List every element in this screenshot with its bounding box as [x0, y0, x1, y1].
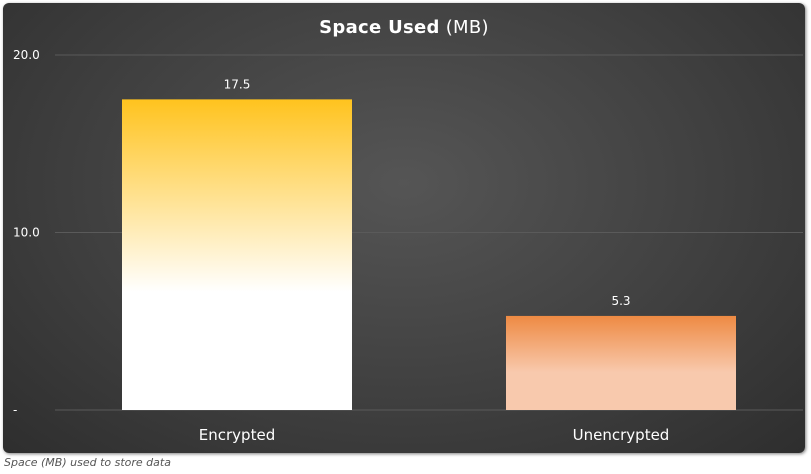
data-label: 5.3: [611, 294, 630, 308]
bars: [122, 99, 736, 410]
x-tick-label: Encrypted: [199, 426, 275, 444]
chart-title-unit: (MB): [445, 17, 489, 38]
data-labels: 17.5 5.3: [224, 77, 631, 308]
x-tick-label: Unencrypted: [573, 426, 670, 444]
data-label: 17.5: [224, 77, 251, 91]
chart-frame: Space Used (MB) - 10.0 20.0 17.5 5.3 Encryp…: [3, 3, 805, 453]
chart-title-main: Space Used: [319, 17, 440, 38]
bar-encrypted: [122, 99, 352, 410]
y-tick-label: 20.0: [13, 48, 40, 62]
chart-caption: Space (MB) used to store data: [4, 456, 171, 469]
chart-title: Space Used (MB): [3, 17, 805, 38]
bar-chart-plot: - 10.0 20.0 17.5 5.3 Encrypted Unencrypted: [13, 48, 803, 444]
y-tick-label: -: [13, 403, 17, 417]
y-tick-label: 10.0: [13, 226, 40, 240]
y-axis-ticks: - 10.0 20.0: [13, 48, 40, 417]
bar-unencrypted: [506, 315, 736, 410]
x-axis-ticks: Encrypted Unencrypted: [199, 426, 670, 444]
